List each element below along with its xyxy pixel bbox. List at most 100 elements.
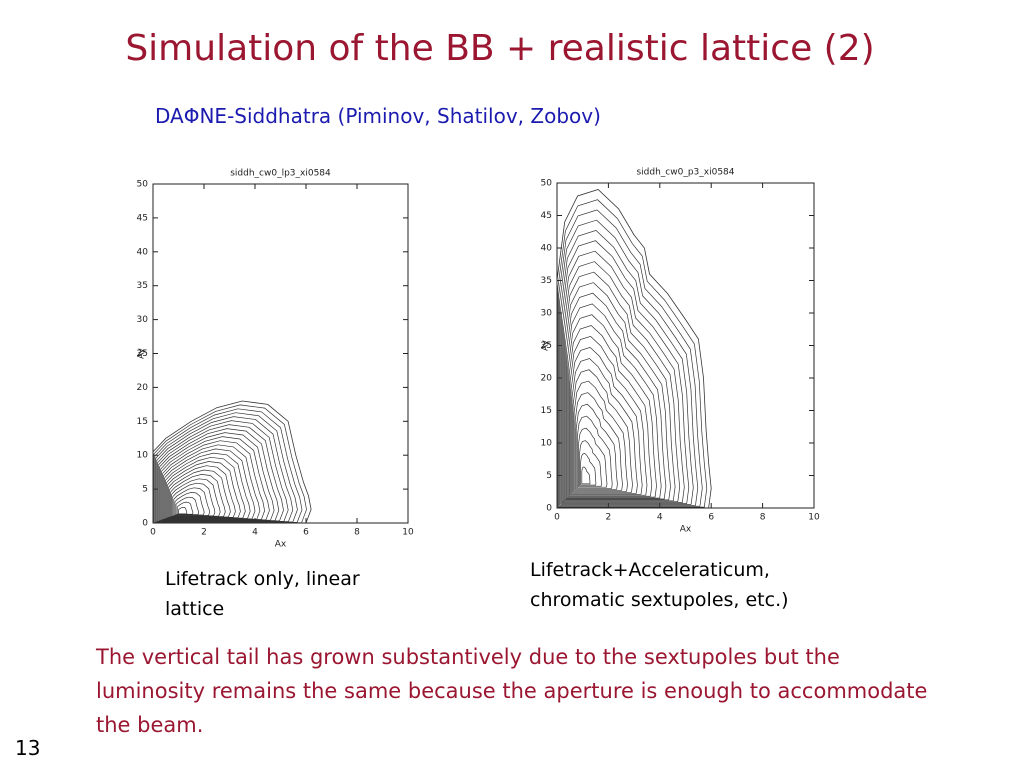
contour-line <box>175 496 200 515</box>
contour-line <box>578 427 608 488</box>
contour-line <box>573 380 628 492</box>
contour-line <box>171 478 221 517</box>
contour-line <box>168 465 236 518</box>
contour-line <box>579 440 602 487</box>
plot-title: siddh_cw0_p3_xi0584 <box>636 168 734 178</box>
contour-line <box>564 271 676 502</box>
y-axis-label: Ay <box>541 339 551 351</box>
contour-line <box>162 440 265 520</box>
x-tick-label: 0 <box>554 513 560 523</box>
x-tick-label: 6 <box>708 513 714 523</box>
y-tick-label: 50 <box>137 180 149 190</box>
outer-contour <box>556 189 712 509</box>
contour-line <box>169 469 231 518</box>
y-tick-label: 30 <box>137 315 149 325</box>
y-tick-label: 35 <box>137 281 148 291</box>
contour-line <box>154 408 303 523</box>
y-tick-label: 40 <box>137 247 149 257</box>
y-tick-label: 30 <box>541 309 553 319</box>
contour-line <box>174 492 205 516</box>
x-tick-label: 8 <box>760 513 766 523</box>
x-tick-label: 10 <box>402 528 414 538</box>
caption: Lifetrack+Acceleraticum, chromatic sextu… <box>530 559 789 611</box>
subtitle: DAΦNE-Siddhatra (Piminov, Shatilov, Zobo… <box>155 104 601 128</box>
contour-line <box>155 412 298 523</box>
x-tick-label: 0 <box>150 528 156 538</box>
outer-contour <box>152 400 312 524</box>
y-tick-label: 25 <box>541 341 552 351</box>
y-tick-label: 20 <box>137 383 149 393</box>
contour-line <box>562 250 685 503</box>
contour-line <box>160 432 275 521</box>
y-tick-label: 25 <box>137 349 148 359</box>
y-tick-label: 0 <box>142 519 148 529</box>
plot-title: siddh_cw0_lp3_xi0584 <box>230 169 331 179</box>
contour-line <box>559 219 699 506</box>
contour-line <box>172 482 216 517</box>
contour-line <box>158 424 284 522</box>
y-tick-label: 40 <box>541 244 553 254</box>
contour-line <box>569 336 648 496</box>
contour-line <box>163 444 261 520</box>
contour-line <box>166 456 246 519</box>
contour-line <box>156 416 294 522</box>
contour-line <box>570 347 643 495</box>
y-tick-label: 45 <box>137 213 148 223</box>
y-tick-label: 35 <box>541 276 552 286</box>
contour-line <box>575 403 618 490</box>
contour-line <box>581 466 591 485</box>
contour-line <box>567 314 657 498</box>
y-tick-label: 15 <box>137 417 148 427</box>
y-tick-label: 45 <box>541 211 552 221</box>
x-tick-label: 4 <box>252 528 258 538</box>
contour-line <box>173 487 210 516</box>
contour-line <box>178 506 188 515</box>
contour-line <box>560 230 694 505</box>
contour-line <box>580 453 597 486</box>
y-tick-label: 10 <box>541 439 553 449</box>
y-axis-label: Ay <box>137 347 147 359</box>
contour-line <box>165 452 251 519</box>
contour-line <box>563 261 681 503</box>
contour-line <box>159 428 280 521</box>
contour-line <box>167 461 241 519</box>
note: The vertical tail has grown substantivel… <box>96 645 928 737</box>
contour-line <box>565 292 667 500</box>
contour-line <box>170 474 226 517</box>
x-axis-label: Ax <box>275 540 287 550</box>
x-tick-label: 2 <box>201 528 207 538</box>
x-tick-label: 4 <box>657 513 663 523</box>
x-tick-label: 6 <box>303 528 309 538</box>
contour-line <box>157 420 289 522</box>
contour-line <box>568 325 653 497</box>
caption: Lifetrack only, linear lattice <box>165 568 360 620</box>
x-axis-label: Ax <box>680 525 692 535</box>
y-tick-label: 5 <box>546 471 552 481</box>
y-tick-label: 0 <box>546 504 552 514</box>
contour-line <box>558 209 703 507</box>
contour-line <box>566 303 662 499</box>
x-tick-label: 2 <box>606 513 612 523</box>
y-tick-label: 15 <box>541 406 552 416</box>
y-tick-label: 20 <box>541 374 553 384</box>
contour-line <box>557 199 708 508</box>
contour-line <box>564 282 671 501</box>
slide-title: Simulation of the BB + realistic lattice… <box>125 28 875 69</box>
plot-frame <box>152 183 409 524</box>
contour-line <box>161 436 270 521</box>
contour-line <box>176 501 194 515</box>
contour-line <box>572 369 633 493</box>
y-tick-label: 5 <box>142 485 148 495</box>
y-tick-label: 50 <box>541 179 553 189</box>
plot-frame <box>556 182 815 509</box>
contour-line <box>164 448 256 520</box>
contour-line <box>571 358 638 494</box>
contour-line <box>576 415 613 489</box>
page-number: 13 <box>15 736 41 760</box>
contour-line <box>153 404 307 524</box>
y-tick-label: 10 <box>137 451 149 461</box>
contour-line <box>561 240 690 504</box>
contour-line <box>574 392 623 491</box>
